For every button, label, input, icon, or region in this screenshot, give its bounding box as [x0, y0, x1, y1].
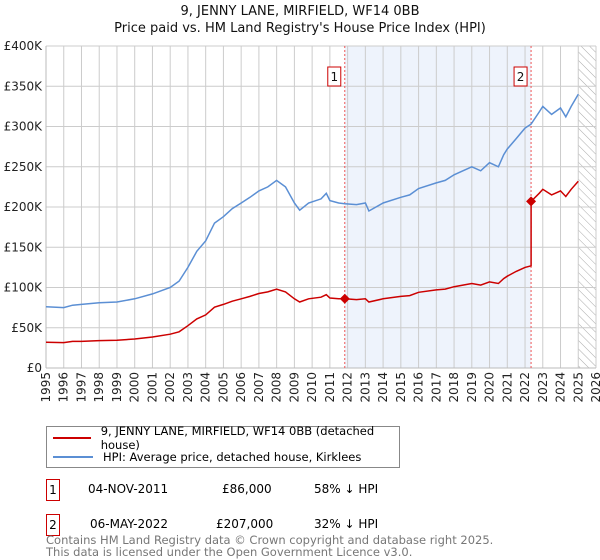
y-tick-label: £200K [4, 200, 44, 214]
price: £207,000 [216, 517, 274, 531]
legend-item-hpi: HPI: Average price, detached house, Kirk… [53, 449, 361, 465]
x-tick-label: 2023 [536, 372, 550, 403]
date: 04-NOV-2011 [88, 482, 169, 496]
legend-label: 9, JENNY LANE, MIRFIELD, WF14 0BB (detac… [100, 424, 375, 452]
chart-title: 9, JENNY LANE, MIRFIELD, WF14 0BB [180, 4, 420, 19]
x-tick-label: 2025 [571, 372, 585, 403]
marker-label: 2 [517, 70, 525, 84]
x-tick-label: 2018 [447, 372, 461, 403]
x-tick-label: 2002 [163, 372, 177, 403]
x-tick-label: 2014 [376, 372, 390, 403]
x-tick-label: 2010 [305, 372, 319, 403]
transaction-row: 1 04-NOV-2011 £86,000 58% ↓ HPI [46, 479, 446, 503]
price: £86,000 [222, 482, 272, 496]
x-tick-label: 1997 [74, 372, 88, 403]
marker-badge: 2 [46, 514, 60, 536]
marker-badge [513, 66, 528, 87]
hpi-delta: 32% ↓ HPI [314, 517, 379, 531]
x-tick-label: 2005 [216, 372, 230, 403]
transaction-row: 2 06-MAY-2022 £207,000 32% ↓ HPI [46, 514, 446, 538]
x-tick-label: 2012 [341, 372, 355, 403]
hpi-delta: 58% ↓ HPI [314, 482, 379, 496]
price-chart: 1995 1996 1997 1998 1999 2000 2001 2002 2003 2004… [4, 39, 600, 403]
x-tick-label: 2006 [234, 372, 248, 403]
x-tick-label: 2000 [128, 372, 142, 403]
x-tick-label: 2011 [323, 372, 337, 403]
x-tick-label: 2016 [412, 372, 426, 403]
marker-badge [327, 66, 342, 87]
x-tick-label: 1995 [39, 372, 53, 403]
x-tick-label: 1998 [92, 372, 106, 403]
x-tick-label: 2024 [554, 372, 568, 403]
footer-copyright: Contains HM Land Registry data © Crown c… [46, 533, 494, 547]
y-tick-label: £400K [4, 39, 44, 53]
y-tick-label: £250K [4, 160, 44, 174]
x-tick-label: 2026 [589, 372, 600, 403]
marker-badge: 1 [46, 479, 60, 501]
y-tick-label: £350K [4, 79, 44, 93]
footer-licence: This data is licensed under the Open Gov… [46, 545, 413, 559]
legend-swatch-red [53, 437, 91, 439]
x-tick-label: 2001 [145, 372, 159, 403]
x-tick-label: 2004 [199, 372, 213, 403]
legend-item-property: 9, JENNY LANE, MIRFIELD, WF14 0BB (detac… [53, 424, 399, 452]
x-tick-label: 2003 [181, 372, 195, 403]
y-tick-label: £100K [4, 281, 44, 295]
date: 06-MAY-2022 [90, 517, 169, 531]
x-tick-label: 2017 [429, 372, 443, 403]
legend-label: HPI: Average price, detached house, Kirk… [103, 450, 362, 464]
y-tick-label: £50K [11, 321, 43, 335]
legend: 9, JENNY LANE, MIRFIELD, WF14 0BB (detac… [46, 424, 400, 468]
chart-subtitle: Price paid vs. HM Land Registry's House … [114, 21, 486, 36]
x-tick-label: 2021 [500, 372, 514, 403]
x-tick-label: 2019 [465, 372, 479, 403]
x-tick-label: 2020 [483, 372, 497, 403]
x-tick-label: 2013 [358, 372, 372, 403]
x-tick-label: 2008 [270, 372, 284, 403]
y-tick-label: £150K [4, 240, 44, 254]
marker-label: 1 [330, 70, 338, 84]
x-tick-label: 1996 [57, 372, 71, 403]
x-tick-label: 1999 [110, 372, 124, 403]
x-tick-label: 2022 [518, 372, 532, 403]
sale-point [526, 196, 537, 207]
y-tick-label: £0 [27, 361, 42, 375]
legend-swatch-blue [53, 456, 93, 458]
x-tick-label: 2007 [252, 372, 266, 403]
y-tick-label: £300K [4, 120, 44, 134]
x-tick-label: 2009 [287, 372, 301, 403]
hpi-line [45, 93, 579, 309]
x-tick-label: 2015 [394, 372, 408, 403]
sale-point [339, 293, 350, 304]
